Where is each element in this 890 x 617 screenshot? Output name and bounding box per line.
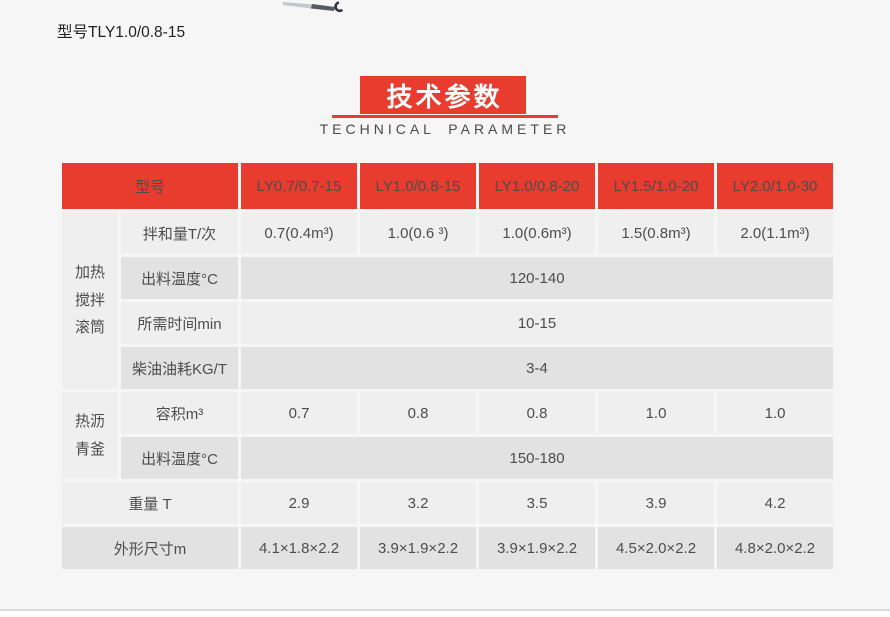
column-header: LY0.7/0.7-15 <box>241 163 358 209</box>
row-label: 所需时间min <box>121 302 239 344</box>
column-header: LY2.0/1.0-30 <box>717 163 834 209</box>
cell-value: 4.1×1.8×2.2 <box>241 527 358 569</box>
cell-value: 3.9 <box>598 482 715 524</box>
table-header-row: 型号 LY0.7/0.7-15 LY1.0/0.8-15 LY1.0/0.8-2… <box>62 163 834 209</box>
cell-value: 2.9 <box>241 482 358 524</box>
cell-value: 0.8 <box>479 392 596 434</box>
spec-table: 型号 LY0.7/0.7-15 LY1.0/0.8-15 LY1.0/0.8-2… <box>59 160 836 572</box>
cell-value: 1.5(0.8m³) <box>598 212 715 254</box>
table-row: 所需时间min 10-15 <box>62 302 834 344</box>
column-header: LY1.0/0.8-15 <box>360 163 477 209</box>
cell-value: 4.5×2.0×2.2 <box>598 527 715 569</box>
cell-value: 3.9×1.9×2.2 <box>479 527 596 569</box>
cell-value: 0.7 <box>241 392 358 434</box>
cell-value: 3.2 <box>360 482 477 524</box>
table-row: 出料温度°C 150-180 <box>62 437 834 479</box>
cell-value: 3.9×1.9×2.2 <box>360 527 477 569</box>
spec-table-container: 型号 LY0.7/0.7-15 LY1.0/0.8-15 LY1.0/0.8-2… <box>59 160 836 572</box>
row-group-label-kettle: 热沥青釜 <box>62 392 118 479</box>
table-row: 重量 T 2.9 3.2 3.5 3.9 4.2 <box>62 482 834 524</box>
merged-cell-value: 3-4 <box>241 347 834 389</box>
row-label: 出料温度°C <box>121 257 239 299</box>
row-label: 外形尺寸m <box>62 527 239 569</box>
section-subtitle: TECHNICAL PARAMETER <box>319 121 571 137</box>
banner-underline <box>332 115 558 118</box>
table-row: 加热搅拌滚筒 拌和量T/次 0.7(0.4m³) 1.0(0.6 ³) 1.0(… <box>62 212 834 389</box>
next-section-edge <box>0 609 890 617</box>
cropped-photo-fragment <box>283 0 353 18</box>
cell-value: 3.5 <box>479 482 596 524</box>
cell-value: 4.2 <box>717 482 834 524</box>
merged-cell-value: 150-180 <box>241 437 834 479</box>
row-label: 拌和量T/次 <box>121 212 239 254</box>
table-row: 出料温度°C 120-140 <box>62 257 834 299</box>
column-header: LY1.0/0.8-20 <box>479 163 596 209</box>
cell-value: 0.8 <box>360 392 477 434</box>
row-label: 出料温度°C <box>121 437 239 479</box>
cell-value: 1.0(0.6 ³) <box>360 212 477 254</box>
row-label: 重量 T <box>62 482 239 524</box>
merged-cell-value: 10-15 <box>241 302 834 344</box>
page-model-text: 型号TLY1.0/0.8-15 <box>57 24 186 41</box>
table-row: 外形尺寸m 4.1×1.8×2.2 3.9×1.9×2.2 3.9×1.9×2.… <box>62 527 834 569</box>
table-row: 热沥青釜 容积m³ 0.7 0.8 0.8 1.0 1.0 <box>62 392 834 479</box>
column-header-model: 型号 <box>62 163 239 209</box>
row-group-label-drum: 加热搅拌滚筒 <box>62 212 118 389</box>
section-title-banner: 技术参数 <box>360 76 526 114</box>
cell-value: 1.0(0.6m³) <box>479 212 596 254</box>
merged-cell-value: 120-140 <box>241 257 834 299</box>
column-header: LY1.5/1.0-20 <box>598 163 715 209</box>
cell-value: 1.0 <box>598 392 715 434</box>
cell-value: 2.0(1.1m³) <box>717 212 834 254</box>
row-label: 容积m³ <box>121 392 239 434</box>
table-row: 柴油油耗KG/T 3-4 <box>62 347 834 389</box>
section-title: 技术参数 <box>386 81 503 112</box>
row-label: 柴油油耗KG/T <box>121 347 239 389</box>
wire-tip-icon <box>283 1 344 13</box>
cell-value: 4.8×2.0×2.2 <box>717 527 834 569</box>
cell-value: 1.0 <box>717 392 834 434</box>
cell-value: 0.7(0.4m³) <box>241 212 358 254</box>
